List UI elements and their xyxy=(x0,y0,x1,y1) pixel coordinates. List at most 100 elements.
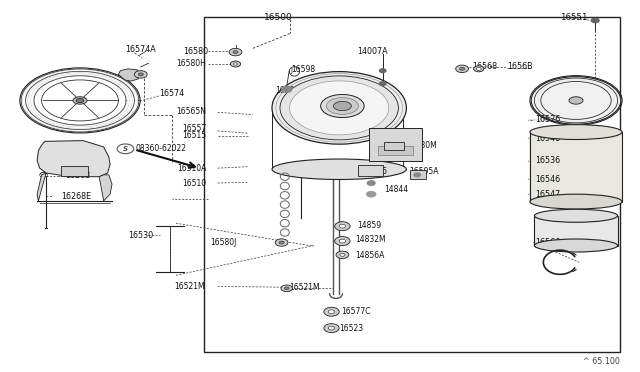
Ellipse shape xyxy=(73,97,87,104)
Circle shape xyxy=(414,173,420,177)
Text: 14859: 14859 xyxy=(357,221,381,230)
Text: 16574: 16574 xyxy=(159,89,184,98)
Text: 16521M: 16521M xyxy=(174,282,205,291)
Circle shape xyxy=(380,69,386,73)
Text: 16565N: 16565N xyxy=(176,107,206,116)
Text: 16566: 16566 xyxy=(535,238,560,247)
Ellipse shape xyxy=(531,77,621,124)
Ellipse shape xyxy=(272,72,406,144)
Text: 16536: 16536 xyxy=(535,156,560,165)
Text: 14856A: 14856A xyxy=(355,251,385,260)
Text: 16568: 16568 xyxy=(472,62,497,71)
Text: 16515: 16515 xyxy=(182,131,206,140)
Text: 16505A: 16505A xyxy=(410,167,439,176)
Text: 16528B: 16528B xyxy=(275,86,305,94)
Text: S: S xyxy=(123,146,128,152)
Text: 14832M: 14832M xyxy=(355,235,386,244)
Circle shape xyxy=(460,67,465,70)
Circle shape xyxy=(328,310,335,314)
Text: 16551: 16551 xyxy=(560,13,588,22)
Ellipse shape xyxy=(534,209,618,222)
Text: 16557: 16557 xyxy=(182,124,206,133)
Circle shape xyxy=(591,18,599,23)
Circle shape xyxy=(336,251,349,259)
Ellipse shape xyxy=(530,125,622,140)
Ellipse shape xyxy=(280,76,398,140)
Bar xyxy=(534,216,618,246)
Text: 16530: 16530 xyxy=(128,231,153,240)
Text: 14844: 14844 xyxy=(384,185,408,194)
Text: 16268E: 16268E xyxy=(61,192,92,201)
Text: 16500: 16500 xyxy=(264,13,292,22)
Circle shape xyxy=(456,65,468,73)
Circle shape xyxy=(367,181,375,185)
Circle shape xyxy=(339,224,346,228)
Bar xyxy=(410,170,426,179)
Text: 16574A: 16574A xyxy=(125,45,156,54)
Text: 08360-62022: 08360-62022 xyxy=(136,144,187,153)
Text: 14007A: 14007A xyxy=(357,47,388,56)
Bar xyxy=(378,146,413,155)
Circle shape xyxy=(476,67,481,70)
Circle shape xyxy=(281,285,292,292)
Circle shape xyxy=(282,86,292,92)
Text: ^ 65.100: ^ 65.100 xyxy=(582,357,620,366)
Text: 16598: 16598 xyxy=(291,65,316,74)
Bar xyxy=(369,128,422,161)
Circle shape xyxy=(275,239,288,246)
Polygon shape xyxy=(118,69,140,81)
Text: 16580H: 16580H xyxy=(176,60,206,68)
Circle shape xyxy=(324,307,339,316)
Circle shape xyxy=(335,237,350,246)
Circle shape xyxy=(279,241,284,244)
Text: 16523: 16523 xyxy=(339,324,364,333)
Ellipse shape xyxy=(321,94,364,118)
Ellipse shape xyxy=(272,159,406,180)
Text: 16580: 16580 xyxy=(183,47,208,56)
Circle shape xyxy=(229,48,242,56)
Circle shape xyxy=(340,253,345,256)
Text: 16580M: 16580M xyxy=(406,141,437,150)
Bar xyxy=(530,132,622,202)
Polygon shape xyxy=(99,175,112,201)
Bar xyxy=(358,165,383,176)
Circle shape xyxy=(134,71,147,78)
Circle shape xyxy=(367,192,376,197)
Text: 16547: 16547 xyxy=(535,190,560,199)
Text: 14845: 14845 xyxy=(364,167,388,176)
Circle shape xyxy=(335,222,350,231)
Bar xyxy=(204,17,620,352)
Ellipse shape xyxy=(530,194,622,209)
Polygon shape xyxy=(37,141,110,177)
Circle shape xyxy=(328,326,335,330)
Bar xyxy=(61,166,88,176)
Circle shape xyxy=(339,239,346,243)
Circle shape xyxy=(234,63,237,65)
Polygon shape xyxy=(37,173,46,201)
Text: 1656B: 1656B xyxy=(507,62,532,71)
Ellipse shape xyxy=(534,239,618,252)
Circle shape xyxy=(76,98,84,103)
Text: 16548: 16548 xyxy=(535,134,560,143)
Text: 16268: 16268 xyxy=(65,171,90,180)
Bar xyxy=(384,142,404,150)
Circle shape xyxy=(284,287,289,290)
Text: 16526: 16526 xyxy=(535,115,560,124)
Ellipse shape xyxy=(569,97,583,104)
Circle shape xyxy=(474,66,484,72)
Text: 16546: 16546 xyxy=(535,175,560,184)
Circle shape xyxy=(324,324,339,333)
Text: 16510A: 16510A xyxy=(177,164,206,173)
Text: 16521M: 16521M xyxy=(289,283,320,292)
Text: J: J xyxy=(290,68,292,74)
Ellipse shape xyxy=(326,98,358,115)
Ellipse shape xyxy=(290,81,389,135)
Text: 16510: 16510 xyxy=(182,179,206,187)
Text: 16577C: 16577C xyxy=(341,307,371,316)
Text: 16580J: 16580J xyxy=(211,238,237,247)
Circle shape xyxy=(230,61,241,67)
Ellipse shape xyxy=(333,102,351,111)
Text: -: - xyxy=(485,62,493,71)
Circle shape xyxy=(138,73,143,76)
Circle shape xyxy=(380,82,386,86)
